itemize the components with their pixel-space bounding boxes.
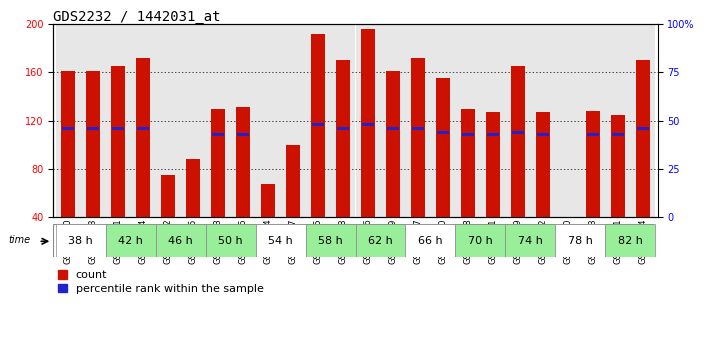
Bar: [137, 127, 149, 130]
Text: 38 h: 38 h: [68, 236, 93, 246]
Bar: [261, 184, 275, 217]
Bar: [161, 175, 175, 217]
Bar: [156, 224, 205, 257]
Bar: [462, 133, 474, 136]
Bar: [106, 24, 131, 217]
Bar: [306, 24, 331, 217]
Bar: [287, 145, 300, 217]
Bar: [336, 60, 350, 217]
Bar: [312, 123, 324, 126]
Text: 58 h: 58 h: [318, 236, 343, 246]
Bar: [380, 24, 405, 217]
Bar: [561, 217, 574, 241]
Bar: [512, 131, 524, 134]
Bar: [506, 24, 530, 217]
Text: 54 h: 54 h: [268, 236, 293, 246]
Text: 66 h: 66 h: [418, 236, 443, 246]
Bar: [137, 58, 150, 217]
Bar: [437, 131, 449, 134]
Bar: [430, 24, 455, 217]
Bar: [637, 127, 648, 130]
Bar: [587, 133, 599, 136]
Bar: [362, 123, 374, 126]
Bar: [511, 66, 525, 217]
Bar: [205, 24, 230, 217]
Bar: [236, 107, 250, 217]
Bar: [87, 71, 100, 217]
Bar: [213, 133, 224, 136]
Bar: [611, 115, 624, 217]
Legend: count, percentile rank within the sample: count, percentile rank within the sample: [53, 266, 268, 298]
Bar: [481, 24, 506, 217]
Bar: [536, 112, 550, 217]
Bar: [237, 133, 249, 136]
Bar: [506, 224, 555, 257]
Bar: [81, 24, 106, 217]
Text: 78 h: 78 h: [568, 236, 593, 246]
Text: 70 h: 70 h: [468, 236, 493, 246]
Text: 74 h: 74 h: [518, 236, 542, 246]
Text: 46 h: 46 h: [169, 236, 193, 246]
Bar: [281, 24, 306, 217]
Bar: [605, 224, 655, 257]
Bar: [331, 24, 356, 217]
Bar: [405, 224, 455, 257]
Bar: [256, 224, 306, 257]
Bar: [181, 24, 205, 217]
Bar: [412, 127, 424, 130]
Bar: [555, 224, 605, 257]
Bar: [387, 127, 399, 130]
Text: GDS2232 / 1442031_at: GDS2232 / 1442031_at: [53, 10, 221, 24]
Bar: [455, 24, 481, 217]
Bar: [612, 133, 624, 136]
Bar: [156, 24, 181, 217]
Bar: [461, 109, 475, 217]
Bar: [436, 78, 450, 217]
Text: 82 h: 82 h: [618, 236, 643, 246]
Bar: [211, 109, 225, 217]
Bar: [386, 71, 400, 217]
Bar: [256, 24, 281, 217]
Bar: [112, 127, 124, 130]
Bar: [112, 66, 125, 217]
FancyBboxPatch shape: [53, 224, 653, 257]
Bar: [311, 34, 325, 217]
Bar: [605, 24, 630, 217]
Bar: [580, 24, 605, 217]
Bar: [63, 127, 74, 130]
Bar: [337, 127, 349, 130]
Bar: [131, 24, 156, 217]
Bar: [87, 127, 99, 130]
Bar: [356, 224, 405, 257]
Text: 50 h: 50 h: [218, 236, 243, 246]
Bar: [537, 133, 549, 136]
Bar: [487, 133, 498, 136]
Bar: [411, 58, 424, 217]
Bar: [486, 112, 500, 217]
Bar: [306, 224, 356, 257]
Bar: [106, 224, 156, 257]
Bar: [555, 24, 580, 217]
Bar: [630, 24, 655, 217]
Bar: [205, 224, 256, 257]
Text: 62 h: 62 h: [368, 236, 393, 246]
Bar: [530, 24, 555, 217]
Bar: [361, 29, 375, 217]
Bar: [455, 224, 506, 257]
Bar: [186, 159, 200, 217]
Bar: [56, 24, 81, 217]
Bar: [586, 111, 599, 217]
Text: time: time: [8, 235, 30, 245]
Bar: [56, 224, 106, 257]
Bar: [230, 24, 256, 217]
Text: 42 h: 42 h: [118, 236, 143, 246]
Bar: [356, 24, 380, 217]
Bar: [61, 71, 75, 217]
Bar: [636, 60, 650, 217]
Bar: [405, 24, 430, 217]
